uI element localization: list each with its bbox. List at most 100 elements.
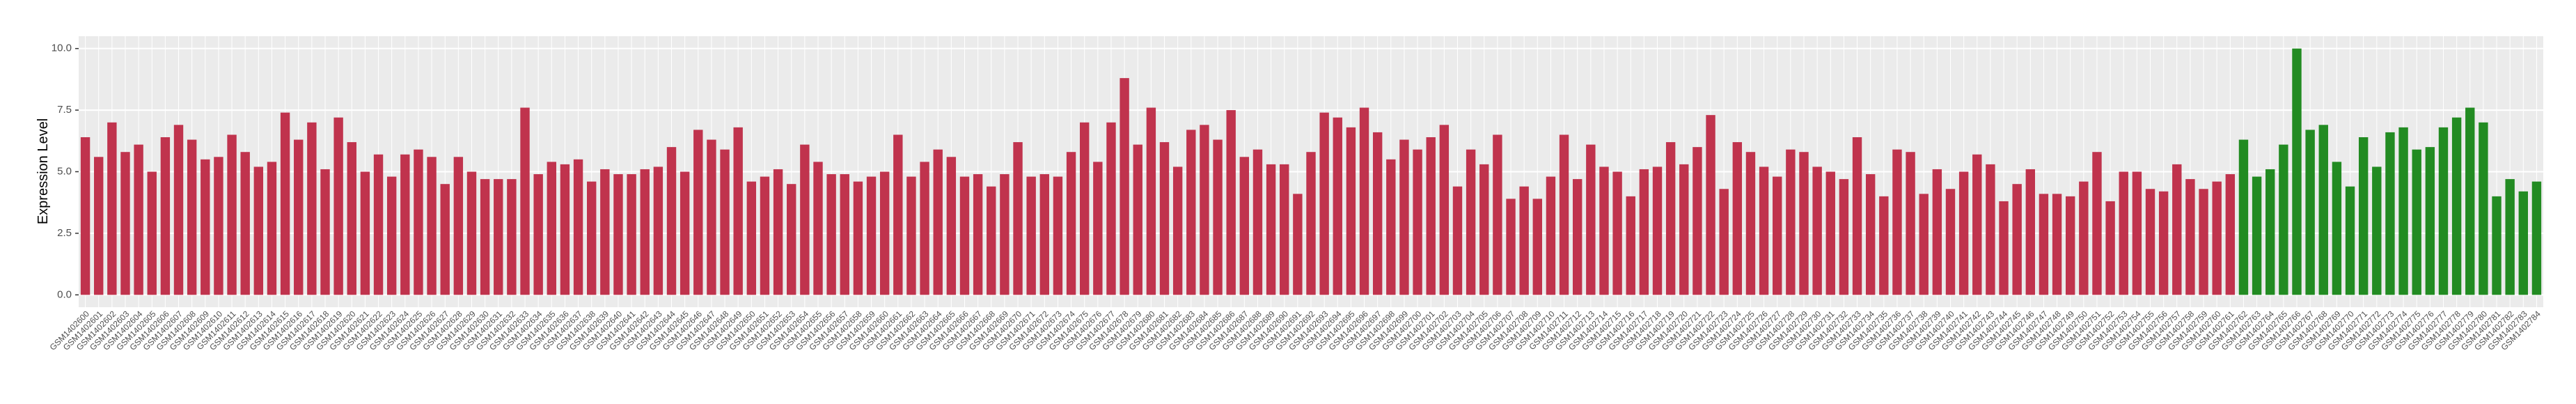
bar	[853, 181, 863, 295]
bar	[2105, 201, 2115, 295]
bar	[1266, 164, 1276, 295]
bar	[2305, 130, 2315, 295]
bar	[693, 130, 703, 295]
bar	[2225, 174, 2236, 295]
bar	[1745, 152, 1756, 295]
bar	[507, 179, 517, 295]
bar	[1652, 166, 1663, 295]
bar	[906, 176, 916, 295]
bar	[813, 162, 823, 295]
bar	[494, 179, 503, 295]
bar	[2465, 107, 2475, 295]
bar	[120, 152, 130, 295]
bar	[2425, 147, 2435, 295]
bar	[1439, 125, 1450, 295]
bar	[427, 157, 437, 295]
bar	[2492, 196, 2502, 295]
bar	[1546, 176, 1556, 295]
bar	[2345, 186, 2355, 295]
bar	[879, 171, 890, 295]
bar	[1000, 174, 1010, 295]
bar	[666, 147, 677, 295]
bar	[1186, 130, 1196, 295]
bar	[1958, 171, 1969, 295]
bar	[1066, 152, 1076, 295]
bar	[2119, 171, 2128, 295]
bar	[2318, 125, 2328, 295]
bar	[1759, 166, 1769, 295]
bar	[187, 139, 197, 295]
bar	[360, 171, 370, 295]
bar	[1879, 196, 1889, 295]
bar	[560, 164, 570, 295]
bar	[2358, 137, 2369, 295]
bar	[2066, 196, 2075, 295]
bar	[707, 139, 716, 295]
bar	[1679, 164, 1689, 295]
bar	[746, 181, 757, 295]
bar	[1093, 162, 1103, 295]
bar	[253, 166, 264, 295]
bar	[2412, 149, 2421, 295]
bar	[920, 162, 929, 295]
bar	[2398, 127, 2408, 295]
bar	[1706, 115, 1715, 295]
bar	[1159, 142, 1170, 295]
bar	[240, 152, 250, 295]
bar	[414, 149, 423, 295]
bar	[1226, 110, 1236, 295]
bar	[1346, 127, 1356, 295]
bar	[1786, 149, 1796, 295]
bar	[840, 174, 849, 295]
bar	[173, 125, 184, 295]
bar	[400, 154, 410, 295]
bar	[2292, 48, 2302, 295]
bar	[347, 142, 356, 295]
bar	[201, 159, 210, 295]
bar	[2451, 117, 2462, 295]
bar	[1945, 189, 1956, 295]
bar	[147, 171, 157, 295]
bar	[2252, 176, 2262, 295]
bar	[2199, 189, 2208, 295]
bar	[1986, 164, 1995, 295]
bar	[787, 184, 796, 295]
y-tick-label: 7.5	[57, 104, 72, 116]
y-tick-label: 2.5	[57, 227, 72, 239]
bar	[1200, 125, 1209, 295]
bar	[1493, 134, 1502, 295]
bar	[2265, 169, 2275, 295]
bar	[1839, 179, 1849, 295]
bar	[893, 134, 903, 295]
bar	[333, 117, 343, 295]
y-axis-label: Expression Level	[36, 118, 51, 224]
bar	[134, 144, 143, 295]
bar	[1812, 166, 1822, 295]
bar	[1172, 166, 1183, 295]
bar	[1333, 117, 1342, 295]
bar	[267, 162, 277, 295]
y-tick-label: 10.0	[52, 42, 72, 54]
bar	[1639, 169, 1649, 295]
bar	[1306, 152, 1316, 295]
bar	[2158, 191, 2169, 295]
bar	[1532, 199, 1542, 295]
bar	[760, 176, 770, 295]
bar	[2531, 181, 2542, 295]
bar	[946, 157, 957, 295]
bar	[480, 179, 490, 295]
bar	[613, 174, 623, 295]
bar	[1080, 122, 1090, 295]
bar	[2172, 164, 2182, 295]
bar	[307, 122, 317, 295]
bar	[1239, 157, 1250, 295]
bar	[1426, 137, 1436, 295]
bar	[2052, 194, 2062, 295]
bar	[373, 154, 384, 295]
bar	[959, 176, 970, 295]
bar	[680, 171, 690, 295]
bar	[320, 169, 330, 295]
bar	[1599, 166, 1609, 295]
bar	[1372, 132, 1383, 295]
